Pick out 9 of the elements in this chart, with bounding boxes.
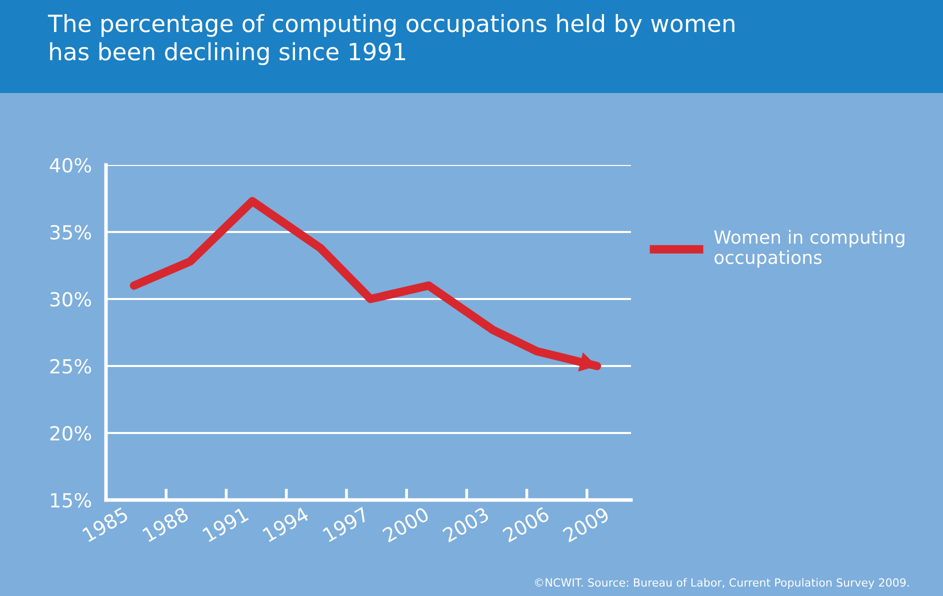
y-tick-label: 20% [50, 426, 92, 441]
y-tick-label: 30% [50, 292, 92, 307]
text: ©NCWIT. Source: Bureau of Labor, Current Population Survey 2009. [535, 578, 909, 589]
y-tick-label: 35% [50, 224, 92, 240]
y-tick-label: 25% [50, 358, 92, 374]
legend-label: Women in computing occupations [714, 230, 904, 268]
y-tick-label: 40% [50, 158, 92, 173]
y-tick-label: 15% [51, 492, 92, 508]
chart-title: The percentage of computing occupations held by women has been declining since 1991 [48, 14, 734, 66]
